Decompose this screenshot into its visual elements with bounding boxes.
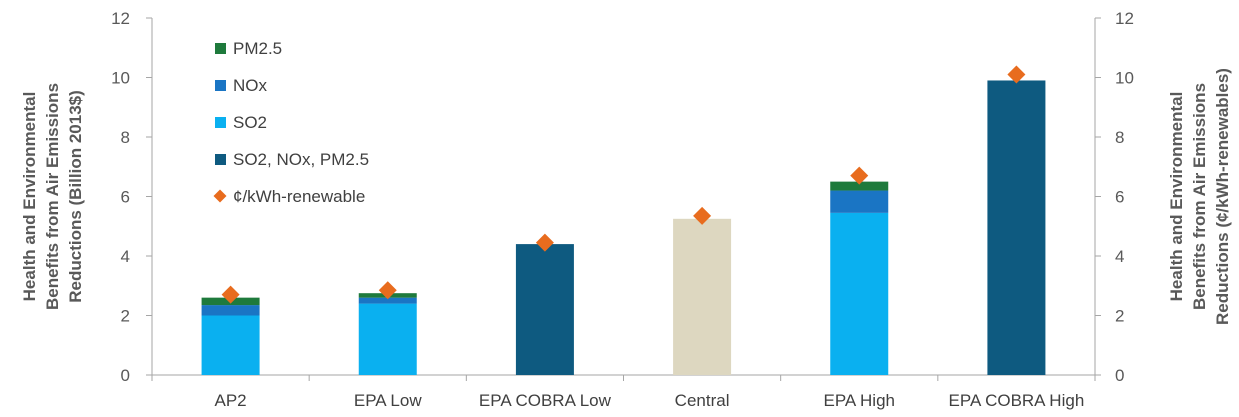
bar-segment [830, 181, 889, 191]
diamond-marker [378, 281, 397, 300]
bar-segment [830, 190, 889, 213]
axis-title-line: Reductions (Billion 2013$) [66, 90, 85, 303]
diamond-marker [535, 233, 554, 252]
legend-label: NOx [233, 76, 268, 95]
x-tick-label: EPA COBRA High [949, 391, 1085, 410]
y-tick-label: 0 [121, 366, 130, 385]
diamond-marker [221, 285, 240, 304]
y2-tick-label: 10 [1115, 69, 1134, 88]
axis-title-line: Health and Environmental [20, 92, 39, 302]
y-tick-label: 4 [121, 247, 130, 266]
axis-title-line: Health and Environmental [1167, 92, 1186, 302]
bars [201, 80, 1046, 375]
y-tick-label: 8 [121, 128, 130, 147]
bar-segment [673, 218, 732, 375]
bar-segment [515, 244, 574, 375]
y2-tick-label: 12 [1115, 9, 1134, 28]
x-tick-label: EPA COBRA Low [479, 391, 612, 410]
labels: 0 2 4 6 8 10 12 0 2 4 6 8 10 12 AP2 EPA Low EPA COBRA Lo… [20, 9, 1232, 410]
legend: PM2.5 NOx SO2 SO2, NOx, PM2.5 ¢/kWh-renewabl… [213, 39, 369, 206]
markers [221, 65, 1026, 304]
y2-tick-label: 6 [1115, 188, 1124, 207]
y2-tick-label: 0 [1115, 366, 1124, 385]
axis-title-line: Benefits from Air Emissions [1190, 83, 1209, 310]
y2-axis-title: Health and Environmental Benefits from Ai… [1167, 68, 1232, 325]
y-tick-label: 6 [121, 188, 130, 207]
legend-swatch [215, 43, 226, 54]
bar-segment [987, 80, 1046, 375]
x-tick-label: EPA High [823, 391, 895, 410]
legend-label: ¢/kWh-renewable [233, 187, 365, 206]
legend-label: SO2, NOx, PM2.5 [233, 150, 369, 169]
bar-segment [201, 315, 260, 375]
bar-segment [830, 212, 889, 375]
bar-segment [201, 305, 260, 316]
y-tick-label: 2 [121, 307, 130, 326]
diamond-marker [1007, 65, 1026, 84]
legend-swatch [215, 154, 226, 165]
x-tick-label: EPA Low [354, 391, 422, 410]
legend-label: PM2.5 [233, 39, 282, 58]
bar-segment [358, 297, 417, 304]
x-tick-label: AP2 [215, 391, 247, 410]
y2-tick-label: 2 [1115, 307, 1124, 326]
legend-swatch [215, 117, 226, 128]
diamond-marker [693, 206, 712, 225]
y-axis-title: Health and Environmental Benefits from Ai… [20, 83, 85, 310]
y-tick-label: 10 [111, 69, 130, 88]
y-tick-label: 12 [111, 9, 130, 28]
bar-segment [358, 303, 417, 375]
axis-title-line: Benefits from Air Emissions [43, 83, 62, 310]
y2-tick-label: 4 [1115, 247, 1124, 266]
legend-swatch [215, 80, 226, 91]
legend-diamond [213, 189, 227, 203]
axes [146, 17, 1101, 381]
diamond-marker [850, 166, 869, 185]
legend-label: SO2 [233, 113, 267, 132]
y2-tick-label: 8 [1115, 128, 1124, 147]
x-tick-label: Central [675, 391, 730, 410]
axis-title-line: Reductions (¢/kWh-renewables) [1213, 68, 1232, 325]
